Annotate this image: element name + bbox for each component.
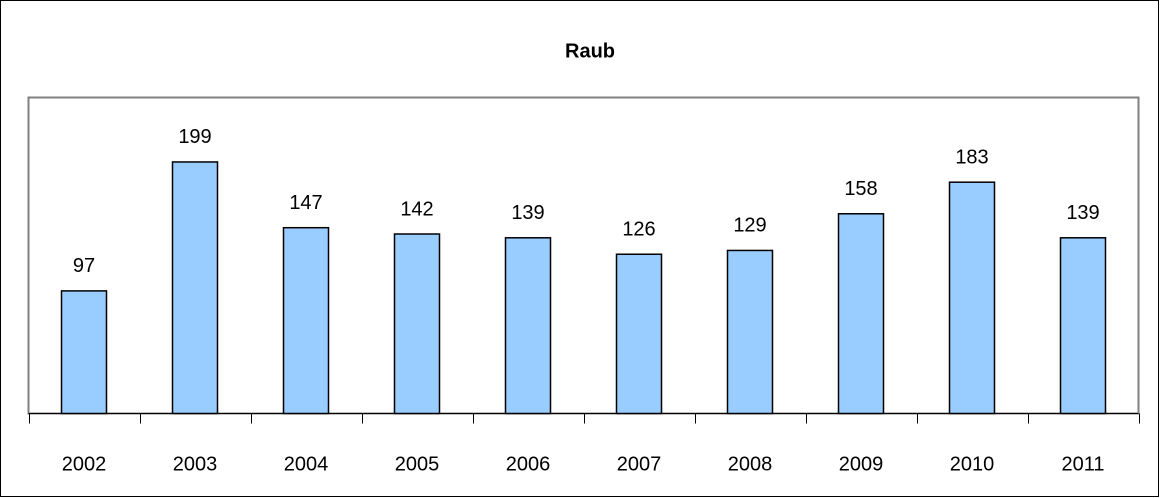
bar bbox=[60, 290, 108, 415]
bar bbox=[282, 226, 330, 415]
data-label: 183 bbox=[955, 146, 988, 168]
bar bbox=[726, 249, 774, 415]
data-label: 158 bbox=[844, 178, 877, 200]
x-tick-label: 2002 bbox=[62, 453, 107, 475]
data-label: 142 bbox=[400, 198, 433, 220]
data-label: 147 bbox=[289, 192, 322, 214]
data-label: 126 bbox=[622, 219, 655, 241]
bar bbox=[1059, 237, 1107, 415]
bar bbox=[615, 253, 663, 415]
x-tick-label: 2004 bbox=[284, 453, 329, 475]
bar bbox=[504, 237, 552, 415]
x-tick-label: 2005 bbox=[395, 453, 440, 475]
x-tick-label: 2010 bbox=[950, 453, 995, 475]
x-tick-label: 2007 bbox=[617, 453, 662, 475]
x-tick-label: 2011 bbox=[1061, 453, 1104, 475]
chart-title: Raub bbox=[565, 40, 615, 62]
data-label: 199 bbox=[178, 126, 211, 148]
x-tick-label: 2006 bbox=[506, 453, 551, 475]
x-tick-label: 2008 bbox=[728, 453, 773, 475]
bar bbox=[837, 213, 885, 415]
bar bbox=[171, 161, 219, 415]
data-label: 129 bbox=[733, 215, 766, 237]
data-label: 139 bbox=[511, 202, 544, 224]
data-label: 97 bbox=[73, 255, 95, 277]
bar bbox=[948, 181, 996, 415]
data-label: 139 bbox=[1066, 202, 1099, 224]
bar bbox=[393, 233, 441, 415]
x-tick-label: 2003 bbox=[173, 453, 218, 475]
x-tick-label: 2009 bbox=[839, 453, 884, 475]
